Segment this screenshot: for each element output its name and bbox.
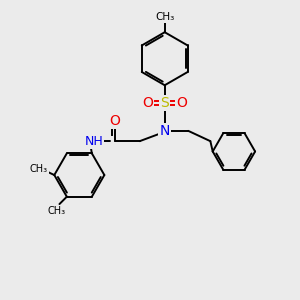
Text: CH₃: CH₃ [47, 206, 66, 216]
Text: CH₃: CH₃ [30, 164, 48, 173]
Text: S: S [160, 96, 169, 110]
Text: NH: NH [85, 135, 104, 148]
Text: O: O [142, 96, 153, 110]
Text: O: O [109, 114, 120, 128]
Text: CH₃: CH₃ [155, 12, 174, 22]
Text: O: O [176, 96, 187, 110]
Text: N: N [160, 124, 170, 138]
